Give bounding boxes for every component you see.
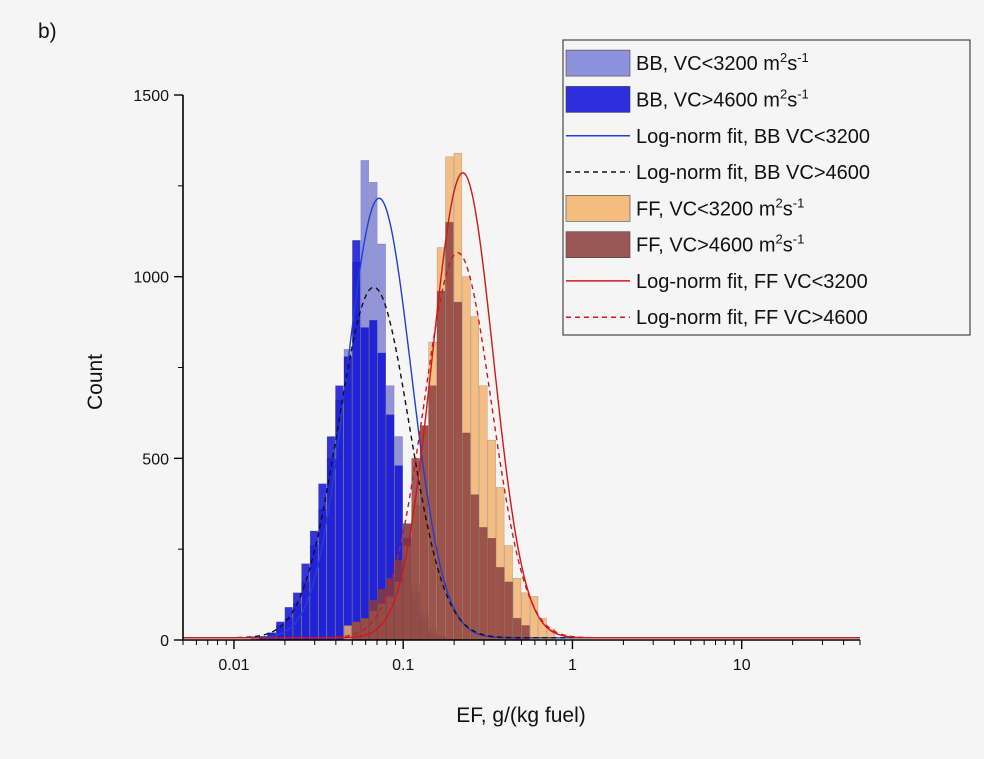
bar-3-29 [496, 567, 505, 641]
bar-3-23 [445, 221, 454, 641]
legend-swatch-1 [565, 86, 631, 113]
bar-3-15 [377, 588, 386, 641]
legend-label-3: Log-norm fit, BB VC>4600 [636, 162, 870, 184]
legend-label-0: BB, VC<3200 m2s-1 [636, 50, 809, 75]
legend-swatch-0 [565, 49, 631, 77]
bar-3-31 [512, 617, 522, 641]
bar-3-24 [453, 301, 463, 641]
legend-label-6: Log-norm fit, FF VC<3200 [636, 271, 868, 293]
axis-ticks: 0.01 0.1 1 10 0 500 1000 1500 [133, 88, 861, 674]
legend-swatch-5 [565, 231, 631, 258]
legend-label-2: Log-norm fit, BB VC<3200 [636, 126, 870, 148]
histogram-bars [250, 152, 556, 641]
bar-1-9 [326, 436, 336, 641]
bar-3-30 [504, 581, 513, 641]
fit-curve-1 [183, 286, 860, 639]
y-tick-label-3: 1500 [133, 88, 169, 105]
y-tick-label-1: 500 [142, 451, 169, 468]
x-tick-label-3: 10 [733, 657, 751, 674]
legend-swatch-4 [565, 195, 631, 222]
bar-1-11 [343, 356, 353, 641]
y-tick-label-0: 0 [160, 633, 169, 650]
x-tick-label-0: 0.01 [218, 657, 249, 674]
bar-3-14 [369, 599, 378, 641]
legend-frame [562, 39, 971, 336]
x-tick-label-1: 0.1 [392, 657, 414, 674]
bar-1-6 [301, 563, 310, 641]
bar-1-4 [284, 607, 293, 641]
y-axis-title: Count [84, 354, 107, 410]
bar-1-7 [309, 530, 319, 641]
bar-3-18 [402, 523, 412, 641]
legend-label-7: Log-norm fit, FF VC>4600 [636, 307, 868, 329]
bar-3-17 [394, 559, 403, 641]
panel-label: b) [38, 20, 57, 43]
bar-3-25 [462, 432, 471, 641]
legend: BB, VC<3200 m2s-1BB, VC>4600 m2s-1Log-no… [562, 39, 971, 336]
bar-3-19 [411, 458, 420, 641]
x-axis-title: EF, g/(kg fuel) [456, 704, 586, 727]
bar-3-28 [487, 538, 496, 641]
bar-3-26 [470, 494, 479, 641]
y-tick-label-2: 1000 [133, 270, 169, 287]
x-tick-label-2: 1 [568, 657, 577, 674]
bar-1-13 [360, 327, 369, 641]
fit-curve-3 [183, 252, 860, 639]
fit-curves [183, 172, 860, 639]
bar-1-10 [335, 385, 344, 641]
bar-3-27 [479, 527, 488, 641]
bar-1-8 [318, 483, 327, 641]
bar-1-14 [369, 320, 378, 641]
